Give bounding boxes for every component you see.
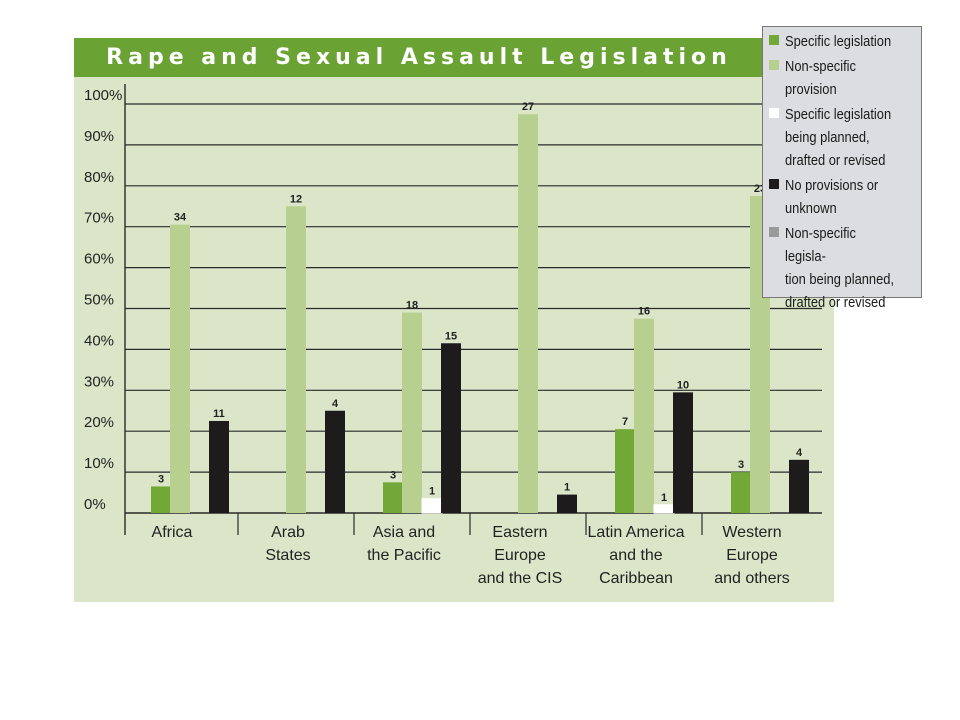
y-tick-label: 70% (84, 210, 114, 227)
bar-value-label: 7 (622, 416, 628, 428)
bar-value-label: 1 (429, 486, 435, 498)
x-tick-label: Latin America and the Caribbean (588, 524, 685, 587)
bar (557, 494, 577, 513)
bar-value-label: 15 (445, 330, 457, 342)
y-tick-label: 20% (84, 414, 114, 431)
bar (325, 410, 345, 513)
legend-swatch (769, 35, 779, 45)
legend-label: Non-specific legisla- tion being planned… (785, 225, 895, 311)
legend-swatch (769, 179, 779, 189)
bar (402, 312, 422, 513)
bar (518, 114, 538, 513)
bar (653, 504, 675, 514)
y-tick-label: 0% (84, 496, 106, 513)
legend-label: Specific legislation (785, 33, 892, 50)
bar-value-label: 10 (677, 379, 689, 391)
legend-item: Specific legislation being planned, draf… (769, 103, 917, 172)
y-tick-label: 100% (84, 87, 122, 104)
bar-value-label: 1 (564, 482, 570, 494)
y-tick-label: 30% (84, 373, 114, 390)
x-tick-label: Arab States (265, 524, 310, 564)
bar-value-label: 16 (638, 306, 650, 318)
bar (286, 206, 306, 513)
bar (209, 420, 229, 513)
x-tick-label: Asia and the Pacific (367, 524, 441, 564)
y-tick-label: 50% (84, 292, 114, 309)
bar (383, 482, 403, 513)
y-tick-label: 10% (84, 455, 114, 472)
bar (789, 459, 809, 513)
y-tick-label: 60% (84, 251, 114, 268)
bar (615, 429, 635, 513)
bar-value-label: 3 (390, 469, 396, 481)
chart-title: Rape and Sexual Assault Legislation (106, 45, 732, 70)
bar-value-label: 4 (332, 398, 339, 410)
bar (421, 498, 443, 514)
y-tick-label: 90% (84, 128, 114, 145)
bar (634, 318, 654, 513)
legend-label: Non-specific provision (785, 58, 856, 98)
bar-value-label: 3 (738, 459, 744, 471)
bar-value-label: 12 (290, 193, 302, 205)
bar (170, 224, 190, 513)
x-tick-label: Africa (152, 524, 193, 541)
bar-value-label: 1 (661, 492, 667, 504)
bar (673, 392, 693, 513)
chart-title-bar (74, 38, 834, 77)
bar-value-label: 18 (406, 300, 418, 312)
x-tick-label: Eastern Europe and the CIS (478, 524, 563, 587)
legend-swatch (769, 227, 779, 237)
bar-value-label: 34 (174, 212, 187, 224)
bar-value-label: 11 (213, 408, 225, 420)
legend-item: Non-specific provision (769, 55, 917, 101)
legend-swatch (769, 60, 779, 70)
bar-value-label: 3 (158, 473, 164, 485)
legend-item: Specific legislation (769, 30, 917, 53)
legend-item: No provisions or unknown (769, 174, 917, 220)
x-tick-label: Western Europe and others (714, 524, 790, 587)
legend-swatch (769, 108, 779, 118)
y-tick-label: 80% (84, 169, 114, 186)
bar (441, 343, 461, 513)
legend-label: No provisions or unknown (785, 177, 879, 217)
bar-value-label: 27 (522, 101, 534, 113)
y-tick-label: 40% (84, 332, 114, 349)
bar (151, 486, 171, 513)
chart-legend: Specific legislation Non-specific provisi… (762, 26, 922, 311)
bar (731, 472, 751, 513)
legend-item: Non-specific legisla- tion being planned… (769, 222, 917, 314)
legend-label: Specific legislation being planned, draf… (785, 106, 892, 169)
bar-value-label: 4 (796, 447, 803, 459)
